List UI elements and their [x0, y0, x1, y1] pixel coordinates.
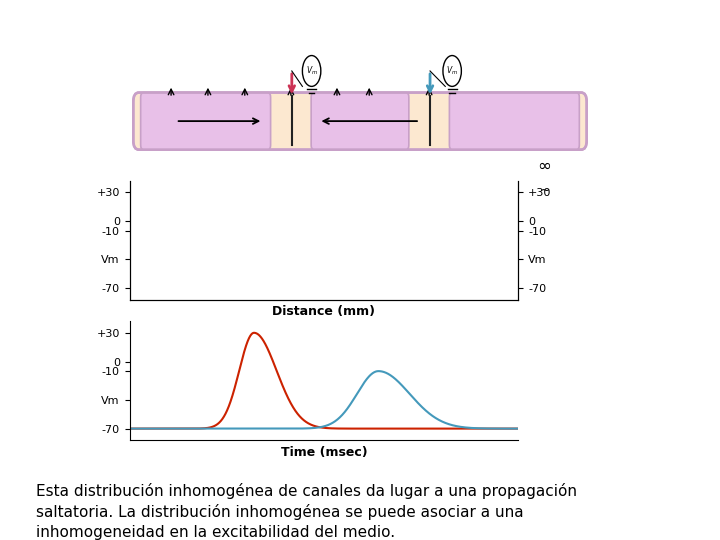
FancyBboxPatch shape [449, 92, 580, 150]
X-axis label: Time (msec): Time (msec) [281, 446, 367, 458]
X-axis label: Distance (mm): Distance (mm) [272, 305, 376, 318]
Circle shape [443, 56, 462, 86]
Text: Esta distribución inhomogénea de canales da lugar a una propagación
saltatoria. : Esta distribución inhomogénea de canales… [36, 483, 577, 540]
Text: $V_m$: $V_m$ [446, 65, 458, 77]
Circle shape [302, 56, 321, 86]
Text: $V_m$: $V_m$ [305, 65, 318, 77]
Text: $\infty$: $\infty$ [536, 156, 551, 174]
FancyBboxPatch shape [311, 92, 409, 150]
FancyBboxPatch shape [140, 92, 271, 150]
Text: $\sim$: $\sim$ [537, 183, 551, 196]
FancyBboxPatch shape [133, 92, 587, 150]
